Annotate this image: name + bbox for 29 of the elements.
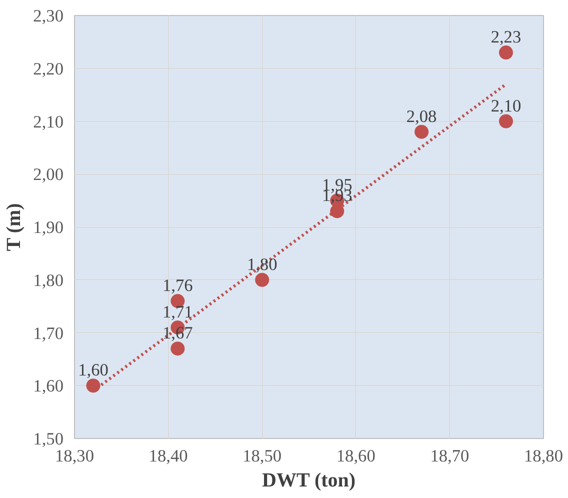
data-label: 2,23 — [490, 28, 522, 47]
x-tick-label: 18,70 — [430, 446, 470, 466]
y-tick-label: 2,30 — [33, 6, 64, 26]
x-tick-label: 18,40 — [148, 446, 188, 466]
x-axis-title: DWT (ton) — [262, 470, 356, 492]
data-label: 1,71 — [162, 302, 193, 322]
data-label: 2,10 — [490, 96, 522, 116]
y-axis-title: T (m) — [3, 203, 26, 252]
point — [498, 46, 513, 60]
point — [170, 342, 185, 356]
y-tick-label: 1,80 — [33, 270, 64, 290]
x-tick-label: 18,80 — [524, 446, 564, 466]
x-tick-label: 18,30 — [55, 446, 94, 466]
y-tick-label: 1,50 — [33, 430, 64, 448]
data-label: 2,08 — [406, 106, 437, 126]
data-label: 1,76 — [162, 276, 194, 296]
point — [255, 272, 270, 287]
point — [498, 114, 513, 128]
y-tick-label: 1,70 — [33, 324, 64, 343]
point — [86, 378, 100, 393]
y-tick-label: 1,90 — [33, 218, 64, 237]
x-tick-label: 18,50 — [242, 446, 282, 466]
point — [414, 124, 429, 139]
y-tick-label: 2,00 — [33, 165, 64, 184]
data-label: 1,60 — [78, 360, 108, 380]
x-tick-label: 18,60 — [336, 446, 376, 466]
y-tick-label: 2,20 — [33, 59, 64, 78]
y-tick-label: 2,10 — [33, 112, 64, 132]
y-tick-label: 1,60 — [33, 376, 64, 396]
